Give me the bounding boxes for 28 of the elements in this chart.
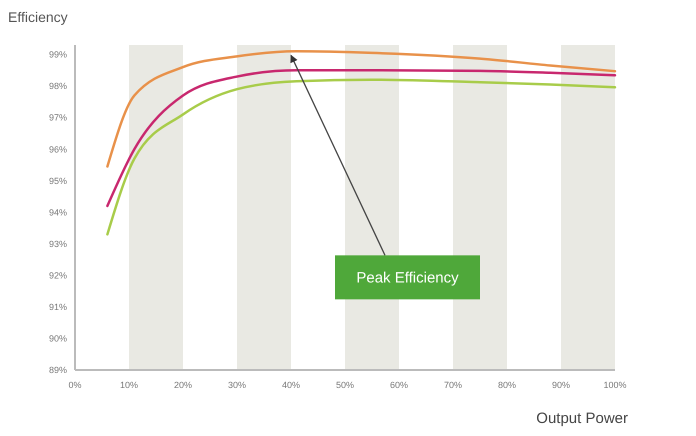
x-tick-label: 70% xyxy=(444,380,462,390)
x-tick-label: 20% xyxy=(174,380,192,390)
x-axis-title: Output Power xyxy=(536,410,628,427)
y-tick-label: 98% xyxy=(48,81,67,92)
y-tick-label: 99% xyxy=(48,50,67,60)
y-axis-title: Efficiency xyxy=(8,9,68,25)
y-tick-label: 92% xyxy=(48,270,67,280)
x-tick-label: 0% xyxy=(68,380,82,390)
y-tick-label: 89% xyxy=(48,365,67,376)
y-tick-label: 94% xyxy=(48,207,67,218)
line-series xyxy=(106,68,616,208)
y-tick-label: 91% xyxy=(48,302,67,312)
y-tick-label: 95% xyxy=(48,176,67,186)
x-tick-label: 40% xyxy=(282,380,300,390)
x-tick-label: 100% xyxy=(603,380,627,390)
x-tick-label: 50% xyxy=(336,380,354,390)
y-tick-label: 90% xyxy=(48,334,67,344)
annotation: Peak Efficiency xyxy=(356,270,460,287)
x-tick-label: 60% xyxy=(390,380,408,390)
x-tick-label: 10% xyxy=(120,380,138,390)
y-tick-label: 96% xyxy=(48,144,67,154)
x-tick-label: 30% xyxy=(228,380,246,390)
y-tick-label: 93% xyxy=(48,238,67,249)
y-tick-label: 97% xyxy=(48,112,67,123)
line-series xyxy=(106,50,616,168)
x-tick-label: 90% xyxy=(552,380,570,390)
line-series xyxy=(106,78,616,236)
x-tick-label: 80% xyxy=(498,380,516,390)
